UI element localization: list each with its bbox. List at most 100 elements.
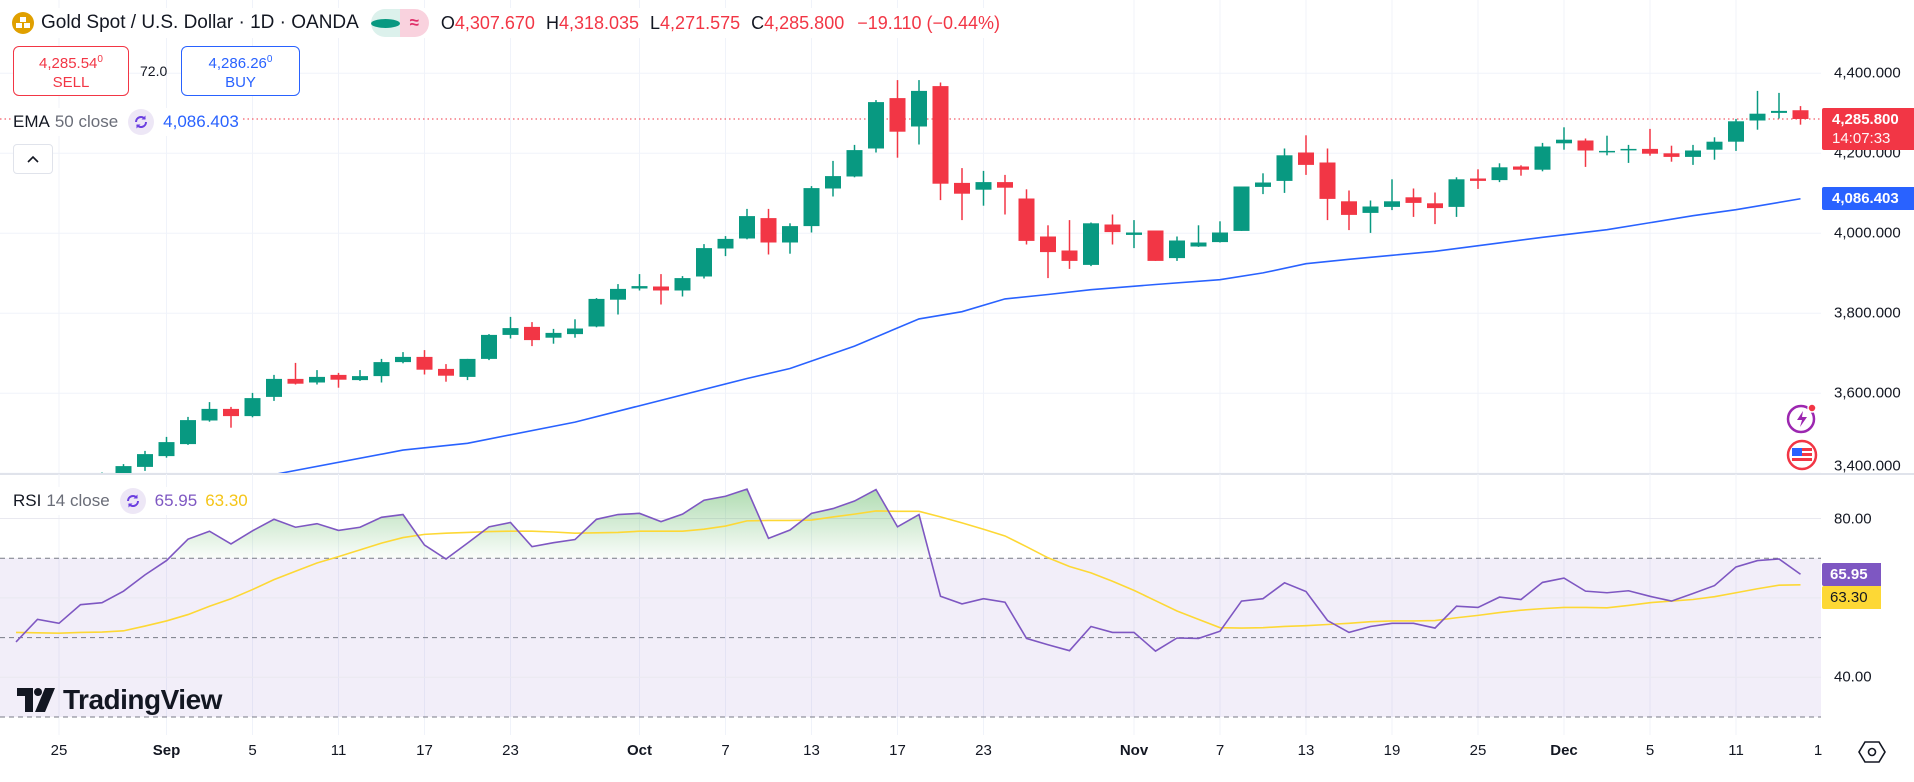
candle[interactable] (954, 168, 970, 221)
candle[interactable] (1147, 230, 1164, 261)
sync-icon[interactable] (119, 488, 146, 514)
candle-body (1706, 141, 1723, 150)
candle[interactable] (438, 364, 454, 382)
candle[interactable] (524, 322, 540, 347)
open-value: 4,307.670 (454, 12, 535, 33)
sell-button[interactable]: 4,285.540 SELL (13, 46, 129, 96)
candle[interactable] (223, 406, 239, 428)
candle[interactable] (1792, 106, 1809, 125)
candle[interactable] (1620, 144, 1637, 163)
time-axis-label: 7 (1215, 742, 1225, 759)
candle[interactable] (739, 208, 755, 240)
pane-divider[interactable] (0, 473, 1914, 475)
candle[interactable] (1083, 222, 1099, 267)
candle[interactable] (1491, 163, 1508, 183)
candle[interactable] (1685, 144, 1701, 165)
symbol-title[interactable]: Gold Spot / U.S. Dollar · 1D · OANDA (41, 12, 359, 33)
candle[interactable] (1104, 214, 1121, 245)
close-key: C (751, 12, 765, 33)
candle[interactable] (481, 334, 497, 361)
tradingview-logo[interactable]: TradingView (17, 684, 222, 716)
candle[interactable] (1190, 225, 1207, 247)
rsi-args: 14 close (46, 491, 110, 510)
candle[interactable] (266, 374, 282, 401)
candle[interactable] (1470, 169, 1486, 189)
candle[interactable] (309, 370, 325, 385)
candle[interactable] (352, 370, 368, 381)
candle[interactable] (717, 236, 734, 257)
candle[interactable] (287, 362, 304, 385)
candle[interactable] (373, 358, 390, 383)
candle[interactable] (803, 186, 820, 233)
candle[interactable] (782, 223, 798, 254)
candle[interactable] (395, 352, 411, 364)
candle[interactable] (1534, 142, 1551, 172)
market-status-badge[interactable]: ≈ (370, 9, 429, 37)
candle[interactable] (1298, 135, 1314, 175)
candle[interactable] (180, 416, 196, 445)
candle[interactable] (825, 160, 841, 197)
symbol-legend: Gold Spot / U.S. Dollar · 1D · OANDA ≈ O… (12, 8, 1007, 38)
candle[interactable] (631, 274, 648, 291)
candle[interactable] (1319, 148, 1336, 221)
candle[interactable] (1706, 137, 1723, 160)
rsi-pane[interactable] (0, 474, 1821, 735)
candle[interactable] (1384, 179, 1400, 211)
candle[interactable] (610, 284, 626, 315)
candle[interactable] (932, 82, 949, 201)
candle[interactable] (1233, 186, 1250, 231)
candle[interactable] (1513, 165, 1529, 176)
candle[interactable] (760, 208, 777, 255)
candle[interactable] (1362, 200, 1379, 233)
buy-button[interactable]: 4,286.260 BUY (181, 46, 300, 96)
candle[interactable] (1276, 148, 1293, 193)
candle[interactable] (1126, 220, 1142, 249)
candle[interactable] (1599, 135, 1615, 156)
candle[interactable] (416, 350, 433, 375)
us-flag-economic-event-icon[interactable] (1786, 439, 1818, 471)
candle[interactable] (502, 316, 519, 339)
candle[interactable] (653, 274, 669, 305)
candle[interactable] (911, 80, 927, 145)
rsi-legend[interactable]: RSI 14 close 65.95 63.30 (13, 487, 252, 515)
candle[interactable] (975, 170, 992, 206)
candle[interactable] (868, 100, 884, 153)
candle[interactable] (1577, 138, 1594, 167)
candle[interactable] (1771, 92, 1787, 119)
candle[interactable] (459, 358, 476, 381)
chart-settings-eye-icon[interactable] (1858, 740, 1886, 769)
candle[interactable] (1018, 189, 1035, 245)
candle[interactable] (846, 144, 863, 178)
candle[interactable] (137, 450, 153, 471)
candle[interactable] (1061, 220, 1078, 269)
sync-icon[interactable] (128, 109, 155, 135)
candle[interactable] (201, 402, 218, 422)
candle[interactable] (1427, 192, 1443, 225)
collapse-legend-button[interactable] (13, 144, 53, 174)
candle[interactable] (997, 174, 1013, 215)
candle[interactable] (1728, 118, 1744, 151)
candle[interactable] (1448, 177, 1465, 217)
candle[interactable] (545, 328, 562, 344)
candle-body (459, 358, 476, 377)
candle[interactable] (567, 319, 583, 338)
candle[interactable] (1255, 173, 1271, 195)
candle[interactable] (588, 298, 605, 328)
candle[interactable] (1169, 236, 1185, 261)
candle[interactable] (1663, 145, 1680, 162)
candle[interactable] (1642, 128, 1658, 156)
lightning-events-icon[interactable] (1786, 403, 1817, 434)
candle[interactable] (1405, 188, 1422, 217)
candle[interactable] (158, 436, 175, 458)
ema-legend[interactable]: EMA 50 close 4,086.403 (13, 108, 243, 136)
candle[interactable] (696, 244, 712, 279)
candle[interactable] (244, 392, 261, 418)
candle[interactable] (1040, 225, 1056, 279)
candle[interactable] (674, 276, 691, 297)
candle[interactable] (1341, 190, 1357, 231)
candle[interactable] (1212, 221, 1228, 243)
candle[interactable] (330, 372, 347, 388)
candle[interactable] (889, 80, 906, 158)
candle[interactable] (1556, 127, 1572, 150)
candle[interactable] (1749, 90, 1766, 130)
